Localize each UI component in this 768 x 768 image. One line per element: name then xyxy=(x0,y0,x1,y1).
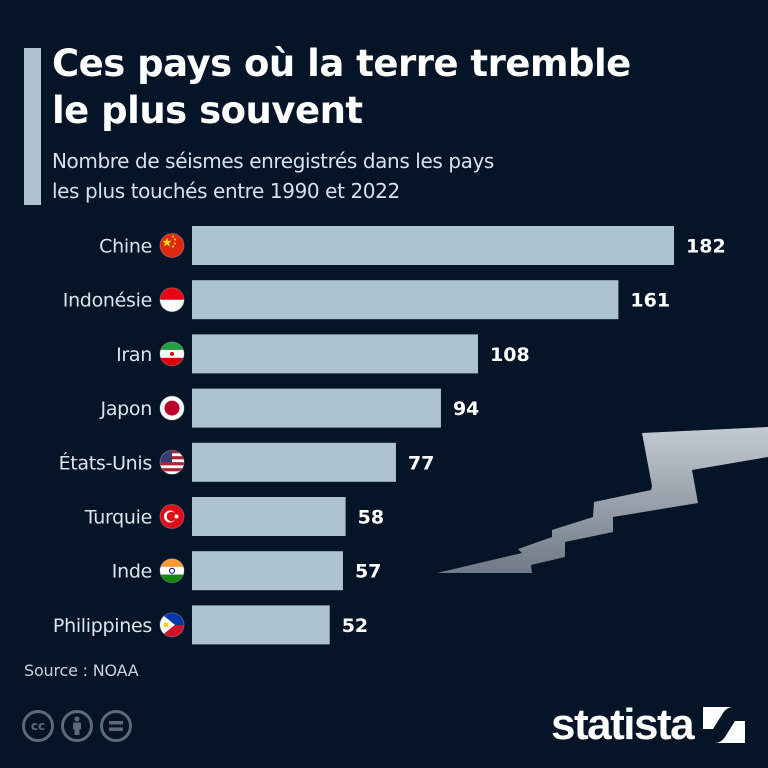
statista-logo[interactable]: statista xyxy=(551,700,746,750)
category-label: Turquie xyxy=(84,507,152,529)
equals-glyph xyxy=(109,721,123,731)
value-label: 94 xyxy=(453,398,479,420)
bar-7 xyxy=(192,605,330,645)
attribution-icon[interactable] xyxy=(61,710,93,742)
india-flag-icon xyxy=(159,558,185,584)
title-line-2: le plus souvent xyxy=(52,89,363,132)
title-accent-bar xyxy=(24,48,41,205)
value-label: 108 xyxy=(490,344,530,366)
chart-subtitle: Nombre de séismes enregistrés dans les p… xyxy=(52,146,752,206)
value-label: 77 xyxy=(408,452,434,474)
bar-4 xyxy=(192,442,396,482)
subtitle-line-1: Nombre de séismes enregistrés dans les p… xyxy=(52,149,494,173)
person-glyph xyxy=(73,716,81,735)
bar-1 xyxy=(192,280,619,320)
no-derivatives-icon[interactable] xyxy=(100,710,132,742)
china-flag-icon xyxy=(159,233,185,258)
indonesia-flag-icon xyxy=(159,287,185,313)
source-note: Source : NOAA xyxy=(24,661,139,680)
bar-6 xyxy=(192,551,343,591)
bar-5 xyxy=(192,497,346,536)
bar-0 xyxy=(192,226,674,265)
value-label: 182 xyxy=(686,236,726,258)
statista-logo-icon xyxy=(703,707,746,743)
logo-text: statista xyxy=(551,700,695,749)
category-label: Philippines xyxy=(53,615,152,637)
license-icons: cc xyxy=(22,710,132,742)
category-label: Japon xyxy=(100,398,152,420)
bar-3 xyxy=(192,388,441,428)
category-label: Inde xyxy=(112,561,152,583)
category-label: Indonésie xyxy=(63,290,152,312)
value-label: 57 xyxy=(355,561,381,583)
turkey-flag-icon xyxy=(159,504,185,529)
subtitle-line-2: les plus touchés entre 1990 et 2022 xyxy=(52,179,400,203)
usa-flag-icon xyxy=(159,449,185,475)
iran-flag-icon xyxy=(159,341,185,367)
chart-title: Ces pays où la terre tremble le plus sou… xyxy=(52,40,752,134)
cc-icon[interactable]: cc xyxy=(22,710,54,742)
category-label: Chine xyxy=(99,236,152,258)
value-label: 58 xyxy=(358,507,384,529)
category-label: États-Unis xyxy=(59,451,152,474)
earthquake-crack-graphic xyxy=(437,427,768,573)
philippines-flag-icon xyxy=(159,612,185,638)
cc-label: cc xyxy=(30,719,46,733)
value-label: 52 xyxy=(342,615,368,637)
japan-flag-icon xyxy=(159,395,185,421)
value-label: 161 xyxy=(630,290,670,312)
category-label: Iran xyxy=(116,344,152,366)
bar-2 xyxy=(192,334,479,374)
title-line-1: Ces pays où la terre tremble xyxy=(52,42,631,85)
